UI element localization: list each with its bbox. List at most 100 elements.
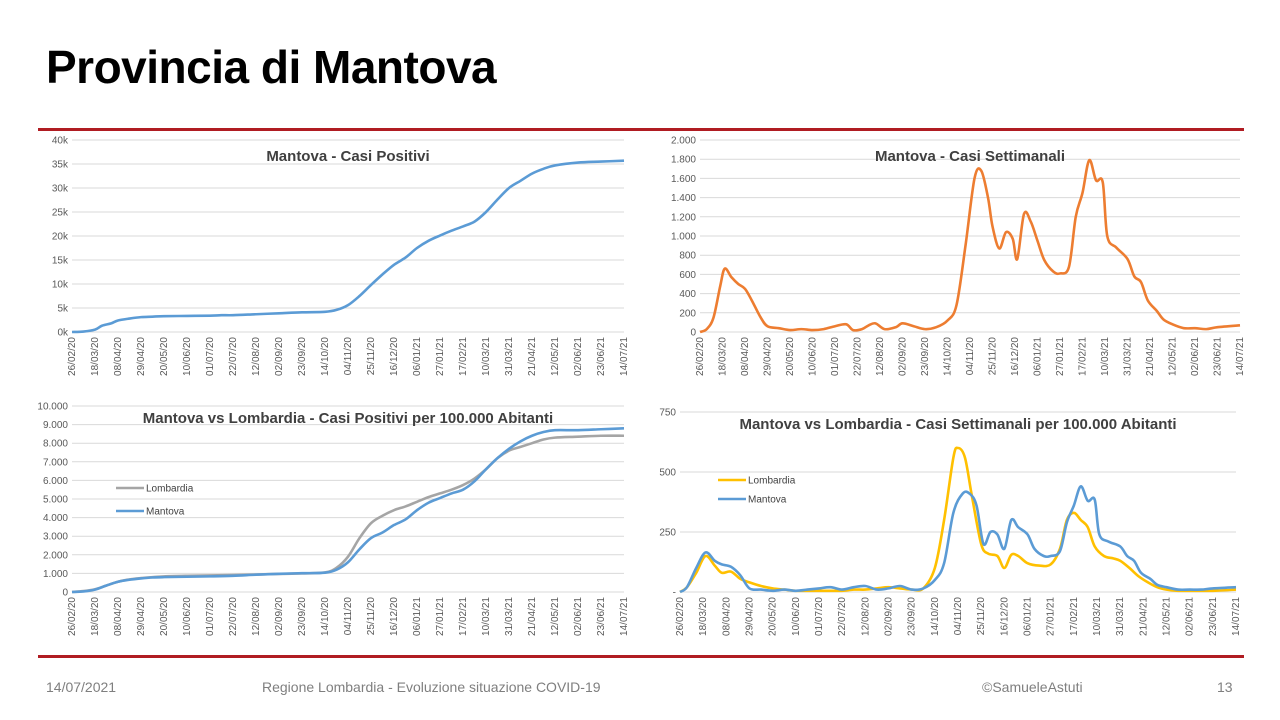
x-tick-label: 25/11/20 bbox=[976, 597, 987, 636]
y-tick-label: 800 bbox=[679, 251, 696, 262]
x-tick-label: 26/02/20 bbox=[695, 337, 706, 376]
series-line-casi-settimanali bbox=[699, 158, 1241, 334]
x-tick-label: 12/08/20 bbox=[251, 597, 262, 636]
y-tick-label: 40k bbox=[52, 136, 69, 147]
x-tick-label: 23/09/20 bbox=[297, 337, 308, 376]
series-line-lombardia bbox=[679, 446, 1237, 594]
x-tick-label: 23/06/21 bbox=[596, 597, 607, 636]
x-tick-label: 18/03/20 bbox=[718, 337, 729, 376]
page-title: Provincia di Mantova bbox=[46, 41, 497, 93]
chart-settimanali-100k: - 250 500 750 26/02/20 18/03/20 08/04/20 29/04/… bbox=[640, 398, 1252, 654]
x-tick-label: 12/05/21 bbox=[1162, 597, 1173, 636]
x-tick-label: 10/06/20 bbox=[791, 597, 802, 636]
y-tick-label: 1.000 bbox=[671, 232, 696, 243]
x-tick-label: 23/09/20 bbox=[907, 597, 918, 636]
y-tick-label: 3.000 bbox=[43, 532, 68, 543]
x-tick-label: 31/03/21 bbox=[504, 337, 515, 376]
x-tick-label: 27/01/21 bbox=[435, 337, 446, 376]
x-tick-label: 21/04/21 bbox=[1138, 597, 1149, 636]
x-tick-label: 06/01/21 bbox=[412, 597, 423, 636]
x-tick-label: 02/09/20 bbox=[274, 597, 285, 636]
y-tick-label: 9.000 bbox=[43, 420, 68, 431]
x-tick-label: 16/12/20 bbox=[1010, 337, 1021, 376]
x-tick-label: 23/06/21 bbox=[1213, 337, 1224, 376]
x-tick-label: 27/01/21 bbox=[1055, 337, 1066, 376]
y-tick-label: 2.000 bbox=[671, 136, 696, 147]
x-tick-label: 29/04/20 bbox=[136, 597, 147, 636]
y-tick-label: 8.000 bbox=[43, 439, 68, 450]
x-tick-label: 16/12/20 bbox=[389, 597, 400, 636]
x-tick-label: 23/09/20 bbox=[920, 337, 931, 376]
x-tick-label: 20/05/20 bbox=[159, 597, 170, 636]
x-tick-label: 14/10/20 bbox=[320, 337, 331, 376]
x-tick-label: 12/05/21 bbox=[550, 337, 561, 376]
y-tick-label: 5k bbox=[57, 304, 69, 315]
y-tick-label: 5.000 bbox=[43, 495, 68, 506]
chart-casi-settimanali: 0 200 400 600 800 1.000 1.200 1.400 1.600 1.800 2.… bbox=[640, 134, 1252, 398]
x-tick-label: 25/11/20 bbox=[366, 597, 377, 636]
x-tick-label: 17/02/21 bbox=[1078, 337, 1089, 376]
x-tick-label: 22/07/20 bbox=[853, 337, 864, 376]
x-tick-label: 18/03/20 bbox=[698, 597, 709, 636]
series-line-mantova bbox=[71, 427, 625, 594]
footer-page-number: 13 bbox=[1217, 679, 1233, 695]
x-tick-label: 02/06/21 bbox=[573, 597, 584, 636]
x-tick-label: 23/06/21 bbox=[596, 337, 607, 376]
x-tick-label: 25/11/20 bbox=[988, 337, 999, 376]
x-tick-label: 08/04/20 bbox=[721, 597, 732, 636]
x-tick-label: 02/09/20 bbox=[898, 337, 909, 376]
y-tick-label: 1.800 bbox=[671, 155, 696, 166]
x-tick-label: 16/12/20 bbox=[389, 337, 400, 376]
x-tick-label: 10/06/20 bbox=[182, 337, 193, 376]
x-tick-label: 29/04/20 bbox=[763, 337, 774, 376]
chart-title: Mantova vs Lombardia - Casi Settimanali … bbox=[739, 416, 1176, 433]
chart-svg: 0 1.000 2.000 3.000 4.000 5.000 6.000 7.000 8.00… bbox=[37, 402, 630, 636]
y-tick-label: 20k bbox=[52, 232, 69, 243]
x-tick-label: 08/04/20 bbox=[113, 597, 124, 636]
footer-author: ©SamueleAstuti bbox=[982, 679, 1083, 695]
y-tick-label: 1.400 bbox=[671, 193, 696, 204]
x-tick-label: 21/04/21 bbox=[1145, 337, 1156, 376]
x-tick-label: 21/04/21 bbox=[527, 597, 538, 636]
y-tick-label: 250 bbox=[659, 528, 676, 539]
x-tick-label: 18/03/20 bbox=[90, 597, 101, 636]
x-tick-label: 29/04/20 bbox=[136, 337, 147, 376]
x-tick-label: 12/05/21 bbox=[550, 597, 561, 636]
y-tick-label: 0 bbox=[690, 328, 696, 339]
y-tick-label: 10k bbox=[52, 280, 69, 291]
y-tick-label: 500 bbox=[659, 468, 676, 479]
y-tick-label: 200 bbox=[679, 308, 696, 319]
x-tick-label: 17/02/21 bbox=[458, 597, 469, 636]
x-tick-label: 31/03/21 bbox=[1115, 597, 1126, 636]
y-tick-label: 15k bbox=[52, 256, 69, 267]
chart-title: Mantova - Casi Positivi bbox=[266, 148, 429, 165]
x-tick-label: 22/07/20 bbox=[228, 337, 239, 376]
x-tick-label: 04/11/20 bbox=[965, 337, 976, 376]
y-tick-label: 1.000 bbox=[43, 569, 68, 580]
footer-source: Regione Lombardia - Evoluzione situazion… bbox=[262, 679, 601, 695]
x-tick-label: 02/09/20 bbox=[884, 597, 895, 636]
y-tick-label: 7.000 bbox=[43, 457, 68, 468]
x-tick-label: 08/04/20 bbox=[113, 337, 124, 376]
y-tick-label: 25k bbox=[52, 208, 69, 219]
chart-casi-positivi: 0k 5k 10k 15k 20k 25k 30k 35k 40k 26/02/20 18/03/2… bbox=[28, 134, 638, 398]
x-tick-label: 12/08/20 bbox=[860, 597, 871, 636]
x-tick-label: 22/07/20 bbox=[228, 597, 239, 636]
x-tick-label: 02/06/21 bbox=[573, 337, 584, 376]
x-tick-label: 06/01/21 bbox=[1023, 597, 1034, 636]
x-tick-label: 04/11/20 bbox=[953, 597, 964, 636]
x-tick-label: 02/06/21 bbox=[1185, 597, 1196, 636]
x-tick-label: 12/08/20 bbox=[251, 337, 262, 376]
x-tick-label: 22/07/20 bbox=[837, 597, 848, 636]
bottom-divider bbox=[38, 655, 1244, 658]
x-tick-label: 01/07/20 bbox=[205, 337, 216, 376]
x-tick-label: 16/12/20 bbox=[999, 597, 1010, 636]
x-tick-label: 14/10/20 bbox=[320, 597, 331, 636]
series-line-mantova bbox=[679, 485, 1237, 594]
y-tick-label: 35k bbox=[52, 160, 69, 171]
x-tick-label: 10/03/21 bbox=[481, 597, 492, 636]
chart-title: Mantova vs Lombardia - Casi Positivi per… bbox=[143, 410, 553, 427]
y-tick-label: 1.200 bbox=[671, 212, 696, 223]
x-tick-label: 02/09/20 bbox=[274, 337, 285, 376]
x-tick-label: 17/02/21 bbox=[1069, 597, 1080, 636]
